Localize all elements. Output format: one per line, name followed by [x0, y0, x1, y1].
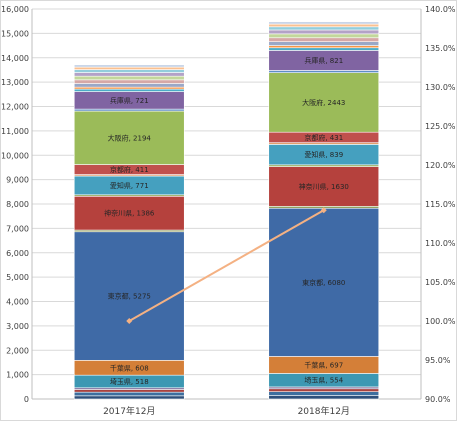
y2-tick-label: 130.0% — [425, 83, 456, 92]
data-label: 兵庫県, 821 — [304, 56, 343, 65]
bar-segment — [268, 47, 380, 51]
y2-tick-label: 135.0% — [425, 44, 456, 53]
y-tick-label: 9,000 — [6, 176, 29, 185]
bar-segment — [268, 166, 380, 207]
bar-segment — [268, 72, 380, 133]
bar-segment — [73, 389, 185, 393]
data-label: 京都府, 411 — [110, 165, 149, 174]
data-label: 愛知県, 771 — [110, 181, 149, 190]
bar-segment — [268, 207, 380, 357]
data-label: 東京都, 6080 — [302, 278, 345, 287]
data-label: 神奈川県, 1386 — [104, 209, 155, 218]
data-label: 兵庫県, 721 — [110, 96, 149, 105]
bar-segment — [268, 26, 380, 31]
y2-tick-label: 100.0% — [425, 317, 456, 326]
bar-segment — [268, 29, 380, 35]
bar-segment — [268, 70, 380, 73]
bar-segment — [73, 69, 185, 73]
bar-segment — [73, 231, 185, 361]
y-tick-label: 13,000 — [1, 78, 29, 87]
bar-segment — [268, 21, 380, 25]
bar-segment — [73, 72, 185, 77]
data-label: 埼玉県, 554 — [304, 376, 343, 385]
data-label: 神奈川県, 1630 — [299, 182, 349, 191]
data-label: 愛知県, 839 — [304, 150, 343, 159]
bar-segment — [268, 388, 380, 392]
data-label: 京都府, 431 — [304, 133, 343, 142]
bar-segment — [73, 88, 185, 92]
y2-tick-label: 90.0% — [425, 395, 451, 404]
y-tick-label: 10,000 — [1, 151, 29, 160]
bar-segment — [73, 110, 185, 165]
y2-tick-label: 140.0% — [425, 5, 456, 14]
x-tick-label: 2017年12月 — [103, 405, 155, 417]
bar-segment — [268, 23, 380, 28]
y-tick-label: 14,000 — [1, 54, 29, 63]
data-label: 大阪府, 2194 — [108, 133, 152, 142]
bar-segment — [73, 79, 185, 84]
y-tick-label: 7,000 — [6, 224, 29, 233]
data-label: 大阪府, 2443 — [302, 98, 345, 107]
y-tick-label: 6,000 — [6, 249, 29, 258]
y-tick-label: 11,000 — [1, 127, 29, 136]
line-point — [126, 318, 133, 324]
y-tick-label: 1,000 — [6, 371, 29, 380]
y-tick-label: 3,000 — [6, 322, 29, 331]
y-tick-label: 15,000 — [1, 29, 29, 38]
y2-tick-label: 105.0% — [425, 278, 456, 287]
bar-segment — [73, 83, 185, 88]
y2-tick-label: 120.0% — [425, 161, 456, 170]
y2-tick-label: 125.0% — [425, 122, 456, 131]
y2-tick-label: 95.0% — [425, 356, 451, 365]
bar-segment — [268, 33, 380, 39]
series-line — [128, 209, 325, 322]
y2-tick-label: 115.0% — [425, 200, 456, 209]
bar-segment — [268, 37, 380, 42]
y-tick-label: 2,000 — [6, 346, 29, 355]
line-point — [320, 207, 327, 214]
y-tick-label: 0 — [24, 395, 29, 404]
bar-segment — [268, 45, 380, 49]
bar-segment — [268, 41, 380, 46]
y-tick-label: 12,000 — [1, 103, 29, 112]
data-label: 埼玉県, 518 — [110, 377, 149, 386]
data-label: 千葉県, 608 — [110, 363, 149, 372]
bar-segment — [268, 391, 380, 396]
y-tick-label: 16,000 — [1, 5, 29, 14]
bar-segment — [73, 66, 185, 70]
bar-segment — [73, 395, 185, 400]
data-label: 東京都, 5275 — [108, 292, 151, 301]
y-tick-label: 5,000 — [6, 273, 29, 282]
y-tick-label: 4,000 — [6, 298, 29, 307]
bar-segment — [73, 75, 185, 81]
bar-segment — [73, 391, 185, 397]
data-label: 千葉県, 697 — [304, 360, 343, 369]
bar-segment — [73, 195, 185, 231]
bar-segment — [268, 395, 380, 400]
bar-segment — [73, 64, 185, 68]
x-tick-label: 2018年12月 — [298, 405, 350, 417]
y2-tick-label: 110.0% — [425, 239, 456, 248]
y-tick-label: 8,000 — [6, 200, 29, 209]
